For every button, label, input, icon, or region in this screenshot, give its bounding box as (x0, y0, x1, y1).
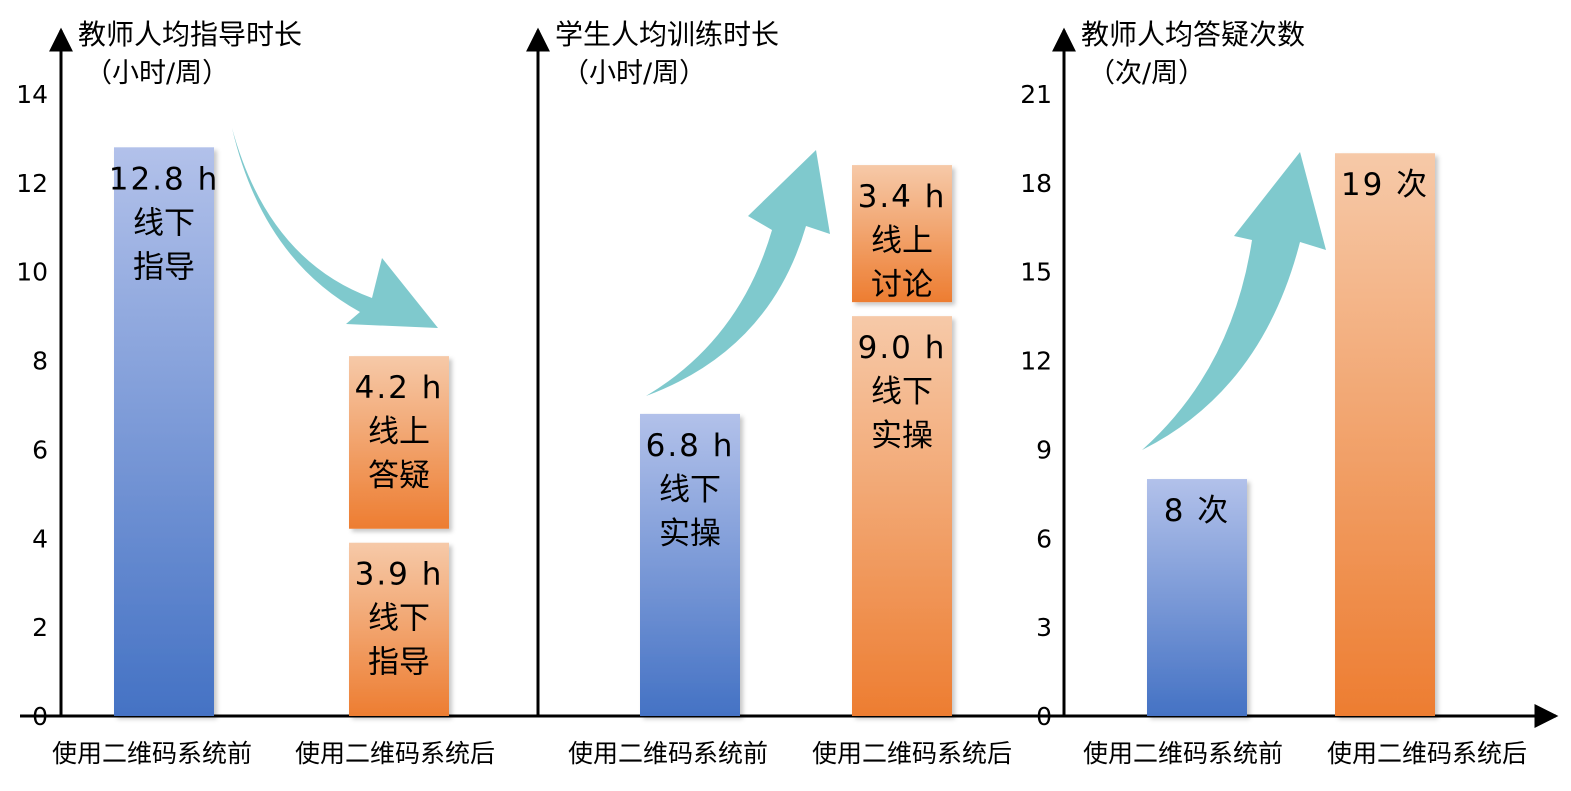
trend-arrow-up-icon (1142, 152, 1326, 450)
data-label: 9.0 h (858, 330, 947, 366)
y-tick-label: 0 (32, 702, 48, 731)
data-label: 3.9 h (355, 557, 444, 593)
x-category-label: 使用二维码系统后 (812, 739, 1012, 768)
y-tick-label: 6 (32, 435, 48, 464)
data-label: 实操 (871, 418, 933, 454)
x-category-label: 使用二维码系统前 (52, 739, 252, 768)
chart-title-3: 教师人均答疑次数 (1081, 18, 1305, 51)
x-category-label: 使用二维码系统后 (295, 739, 495, 768)
data-label: 指导 (368, 645, 430, 681)
bar-segment (349, 356, 449, 529)
trend-arrows (232, 128, 1326, 450)
bar-segment (349, 542, 449, 716)
bar-segment (1335, 153, 1435, 716)
y-tick-label: 12 (16, 169, 48, 198)
data-label: 4.2 h (355, 370, 444, 406)
data-label: 讨论 (871, 267, 933, 303)
x-category-label: 使用二维码系统后 (1327, 739, 1527, 768)
chart-title-1: 教师人均指导时长 (78, 18, 302, 51)
bar-segment (852, 165, 952, 303)
data-label: 线上 (871, 223, 933, 259)
chart-unit-2: （小时/周） (562, 58, 706, 89)
data-label: 6.8 h (646, 428, 735, 464)
bar-segment (640, 413, 740, 716)
bar-segment (852, 316, 952, 716)
axes (20, 27, 1559, 728)
bar-segment (1147, 479, 1247, 716)
x-category-label: 使用二维码系统前 (1083, 739, 1283, 768)
data-label: 线下 (133, 205, 195, 241)
chart-title-2: 学生人均训练时长 (555, 18, 779, 51)
trend-arrow-up-icon (646, 150, 830, 396)
y-tick-label: 8 (32, 347, 48, 376)
chart-unit-3: （次/周） (1088, 58, 1205, 89)
data-label: 线下 (659, 472, 721, 508)
y-tick-label: 3 (1036, 613, 1052, 642)
y-tick-label: 6 (1036, 524, 1052, 553)
chart-unit-1: （小时/周） (85, 58, 229, 89)
data-label: 12.8 h (109, 161, 220, 197)
y-tick-label: 12 (1020, 347, 1052, 376)
y-tick-label: 15 (1020, 258, 1052, 287)
data-label: 线下 (871, 374, 933, 410)
data-label: 19 次 (1341, 167, 1429, 203)
data-label: 线下 (368, 601, 430, 637)
data-label: 指导 (133, 249, 195, 285)
y-tick-label: 10 (16, 258, 48, 287)
y-tick-label: 18 (1020, 169, 1052, 198)
data-label: 8 次 (1164, 493, 1231, 529)
data-label: 答疑 (368, 458, 430, 494)
data-label: 3.4 h (858, 179, 947, 215)
y-tick-label: 2 (32, 613, 48, 642)
x-category-label: 使用二维码系统前 (568, 739, 768, 768)
data-label: 实操 (659, 516, 721, 552)
y-tick-label: 21 (1020, 80, 1052, 109)
y-tick-label: 0 (1036, 702, 1052, 731)
y-tick-label: 14 (16, 80, 48, 109)
data-label: 线上 (368, 414, 430, 450)
bar-segment (114, 147, 214, 717)
y-tick-label: 4 (32, 524, 48, 553)
trend-arrow-down-icon (232, 128, 438, 328)
y-tick-label: 9 (1036, 435, 1052, 464)
bars (114, 147, 1435, 717)
